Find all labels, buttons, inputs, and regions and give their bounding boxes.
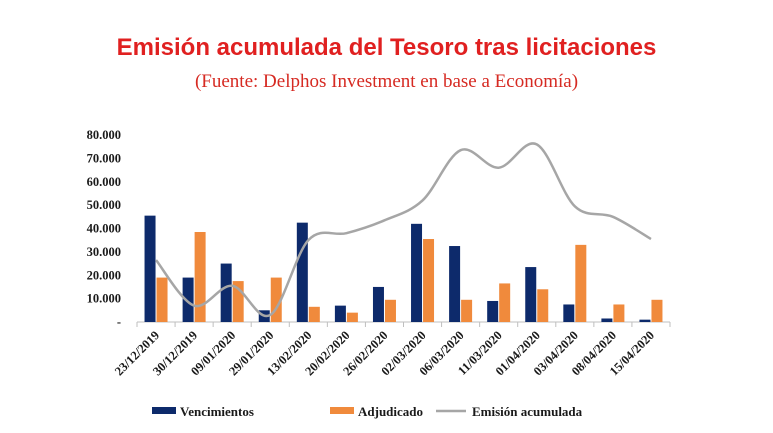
- bar-vencimientos: [182, 277, 194, 322]
- chart-bars: [144, 215, 663, 322]
- bar-adjudicado: [384, 299, 396, 322]
- y-tick-labels: - 10.000 20.000 30.000 40.000 50.000 60.000 70.…: [87, 128, 121, 329]
- bar-vencimientos: [449, 246, 461, 322]
- bar-adjudicado: [270, 277, 282, 322]
- chart-title: Emisión acumulada del Tesoro tras licita…: [116, 34, 657, 61]
- y-tick-label: 70.000: [87, 151, 121, 165]
- y-tick-label: 50.000: [87, 198, 121, 212]
- bar-adjudicado: [194, 232, 206, 322]
- bar-vencimientos: [372, 286, 384, 322]
- bar-vencimientos: [601, 318, 613, 322]
- legend-swatch: [330, 407, 354, 414]
- bar-adjudicado: [499, 283, 511, 322]
- legend-label: Vencimientos: [180, 404, 254, 419]
- bar-vencimientos: [525, 267, 537, 322]
- bar-adjudicado: [613, 304, 625, 322]
- y-tick-label: 80.000: [87, 128, 121, 142]
- legend-label: Emisión acumulada: [472, 404, 583, 419]
- y-tick-label: 30.000: [87, 245, 121, 259]
- chart-axes: [136, 321, 671, 327]
- bar-vencimientos: [144, 215, 156, 322]
- bar-adjudicado: [232, 281, 244, 322]
- bar-adjudicado: [575, 244, 587, 322]
- bar-adjudicado: [156, 277, 168, 322]
- bar-vencimientos: [296, 222, 308, 322]
- chart-legend: Vencimientos Adjudicado Emisión acumulada: [152, 404, 583, 419]
- x-tick-labels: 23/12/201930/12/201909/01/202029/01/2020…: [112, 328, 657, 378]
- bar-vencimientos: [639, 319, 651, 322]
- chart-subtitle: (Fuente: Delphos Investment en base a Ec…: [194, 71, 579, 92]
- y-tick-label: -: [117, 315, 121, 329]
- chart-line: [155, 142, 652, 318]
- bar-vencimientos: [220, 263, 232, 322]
- bar-adjudicado: [423, 239, 435, 322]
- line-emision-acumulada: [155, 142, 652, 318]
- bar-adjudicado: [537, 289, 549, 322]
- bar-adjudicado: [651, 299, 663, 322]
- bar-vencimientos: [487, 300, 499, 322]
- bar-adjudicado: [461, 299, 473, 322]
- y-tick-label: 40.000: [87, 222, 121, 236]
- legend-label: Adjudicado: [358, 404, 423, 419]
- legend-swatch: [152, 407, 176, 414]
- bar-adjudicado: [308, 306, 320, 322]
- y-tick-label: 10.000: [87, 292, 121, 306]
- bar-adjudicado: [346, 312, 358, 322]
- bar-vencimientos: [563, 304, 575, 322]
- bar-vencimientos: [334, 305, 346, 322]
- bar-vencimientos: [411, 223, 423, 322]
- y-tick-label: 20.000: [87, 268, 121, 282]
- y-tick-label: 60.000: [87, 175, 121, 189]
